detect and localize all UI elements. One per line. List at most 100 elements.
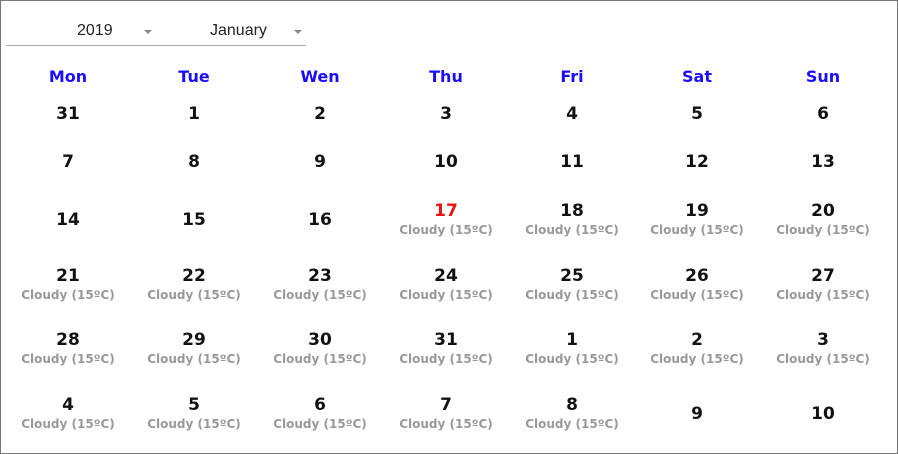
day-number: 15	[182, 210, 206, 230]
weather-forecast: Cloudy (15ºC)	[650, 352, 744, 366]
weather-forecast: Cloudy (15ºC)	[650, 223, 744, 237]
calendar-day-cell[interactable]: 30 Cloudy (15ºC)	[257, 330, 383, 380]
weather-forecast: Cloudy (15ºC)	[525, 223, 619, 237]
calendar-day-cell[interactable]: 1	[131, 104, 257, 154]
calendar-day-cell[interactable]: 8	[131, 152, 257, 202]
day-number: 4	[62, 395, 74, 415]
calendar-day-cell[interactable]: 9	[257, 152, 383, 202]
day-number: 21	[56, 266, 80, 286]
weather-forecast: Cloudy (15ºC)	[273, 352, 367, 366]
weather-forecast: Cloudy (15ºC)	[776, 352, 870, 366]
calendar-day-cell[interactable]: 7	[5, 152, 131, 202]
day-number: 10	[811, 404, 835, 424]
weather-forecast: Cloudy (15ºC)	[21, 288, 115, 302]
day-number: 9	[314, 152, 326, 172]
day-number: 31	[434, 330, 458, 350]
calendar-day-cell[interactable]: 10	[760, 404, 886, 454]
month-select-value: January	[210, 22, 267, 39]
chevron-down-icon	[294, 30, 302, 34]
day-number: 30	[308, 330, 332, 350]
today-day-number: 17	[434, 201, 458, 221]
calendar-day-cell[interactable]: 13	[760, 152, 886, 202]
day-number: 2	[691, 330, 703, 350]
calendar-day-cell[interactable]: 26 Cloudy (15ºC)	[634, 266, 760, 316]
year-select[interactable]: 2019	[6, 17, 161, 46]
weather-forecast: Cloudy (15ºC)	[147, 352, 241, 366]
calendar-day-cell[interactable]: 2 Cloudy (15ºC)	[634, 330, 760, 380]
calendar-day-cell[interactable]: 3 Cloudy (15ºC)	[760, 330, 886, 380]
day-number: 8	[188, 152, 200, 172]
day-number: 18	[560, 201, 584, 221]
weekday-header-sat: Sat	[682, 67, 712, 86]
calendar-day-cell[interactable]: 17 Cloudy (15ºC)	[383, 201, 509, 251]
calendar-day-cell[interactable]: 11	[509, 152, 635, 202]
day-number: 28	[56, 330, 80, 350]
day-number: 6	[314, 395, 326, 415]
weather-forecast: Cloudy (15ºC)	[399, 288, 493, 302]
calendar-day-cell[interactable]: 10	[383, 152, 509, 202]
weekday-header-fri: Fri	[560, 67, 584, 86]
weekday-header-mon: Mon	[48, 67, 88, 86]
calendar-day-cell[interactable]: 23 Cloudy (15ºC)	[257, 266, 383, 316]
day-number: 25	[560, 266, 584, 286]
calendar-day-cell[interactable]: 6	[760, 104, 886, 154]
weather-forecast: Cloudy (15ºC)	[21, 417, 115, 431]
weather-forecast: Cloudy (15ºC)	[525, 417, 619, 431]
calendar-day-cell[interactable]: 19 Cloudy (15ºC)	[634, 201, 760, 251]
day-number: 31	[56, 104, 80, 124]
day-number: 5	[691, 104, 703, 124]
day-number: 11	[560, 152, 584, 172]
weekday-header-thu: Thu	[429, 67, 463, 86]
calendar-day-cell[interactable]: 12	[634, 152, 760, 202]
day-number: 22	[182, 266, 206, 286]
day-number: 9	[691, 404, 703, 424]
calendar-day-cell[interactable]: 21 Cloudy (15ºC)	[5, 266, 131, 316]
day-number: 14	[56, 210, 80, 230]
weather-forecast: Cloudy (15ºC)	[650, 288, 744, 302]
calendar-day-cell[interactable]: 2	[257, 104, 383, 154]
day-number: 7	[440, 395, 452, 415]
day-number: 6	[817, 104, 829, 124]
day-number: 26	[685, 266, 709, 286]
calendar-day-cell[interactable]: 7 Cloudy (15ºC)	[383, 395, 509, 445]
calendar-day-cell[interactable]: 22 Cloudy (15ºC)	[131, 266, 257, 316]
calendar-day-cell[interactable]: 24 Cloudy (15ºC)	[383, 266, 509, 316]
calendar-day-cell[interactable]: 20 Cloudy (15ºC)	[760, 201, 886, 251]
day-number: 23	[308, 266, 332, 286]
day-number: 24	[434, 266, 458, 286]
calendar-day-cell[interactable]: 16	[257, 210, 383, 260]
weather-forecast: Cloudy (15ºC)	[399, 223, 493, 237]
day-number: 2	[314, 104, 326, 124]
calendar-day-cell[interactable]: 1 Cloudy (15ºC)	[509, 330, 635, 380]
weekday-header-wen: Wen	[300, 67, 340, 86]
month-select[interactable]: January	[161, 17, 306, 46]
weather-forecast: Cloudy (15ºC)	[273, 288, 367, 302]
calendar-day-cell[interactable]: 29 Cloudy (15ºC)	[131, 330, 257, 380]
calendar-day-cell[interactable]: 8 Cloudy (15ºC)	[509, 395, 635, 445]
calendar-day-cell[interactable]: 4	[509, 104, 635, 154]
weather-forecast: Cloudy (15ºC)	[399, 352, 493, 366]
calendar-day-cell[interactable]: 31 Cloudy (15ºC)	[383, 330, 509, 380]
weather-forecast: Cloudy (15ºC)	[776, 288, 870, 302]
day-number: 3	[817, 330, 829, 350]
day-number: 8	[566, 395, 578, 415]
calendar-day-cell[interactable]: 14	[5, 210, 131, 260]
day-number: 1	[566, 330, 578, 350]
calendar-day-cell[interactable]: 28 Cloudy (15ºC)	[5, 330, 131, 380]
weather-forecast: Cloudy (15ºC)	[147, 288, 241, 302]
calendar-day-cell[interactable]: 27 Cloudy (15ºC)	[760, 266, 886, 316]
calendar-day-cell[interactable]: 4 Cloudy (15ºC)	[5, 395, 131, 445]
calendar-day-cell[interactable]: 25 Cloudy (15ºC)	[509, 266, 635, 316]
calendar-day-cell[interactable]: 3	[383, 104, 509, 154]
weather-forecast: Cloudy (15ºC)	[399, 417, 493, 431]
calendar-day-cell[interactable]: 6 Cloudy (15ºC)	[257, 395, 383, 445]
day-number: 10	[434, 152, 458, 172]
weekday-header-tue: Tue	[178, 67, 210, 86]
calendar-day-cell[interactable]: 5	[634, 104, 760, 154]
calendar-day-cell[interactable]: 31	[5, 104, 131, 154]
calendar-day-cell[interactable]: 5 Cloudy (15ºC)	[131, 395, 257, 445]
calendar-day-cell[interactable]: 18 Cloudy (15ºC)	[509, 201, 635, 251]
calendar-day-cell[interactable]: 9	[634, 404, 760, 454]
calendar-day-cell[interactable]: 15	[131, 210, 257, 260]
weather-forecast: Cloudy (15ºC)	[273, 417, 367, 431]
